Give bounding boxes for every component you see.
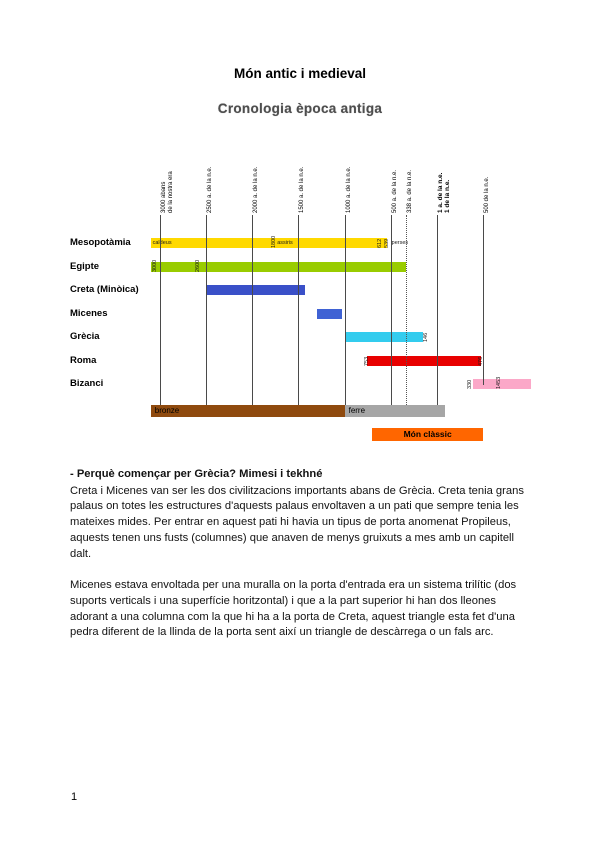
bar-annotation: 330 xyxy=(467,379,474,389)
axis-tick-label: 2500 a. de la n.e. xyxy=(207,166,214,213)
timeline-bar xyxy=(367,355,481,366)
axis-tick-label: 1500 a. de la n.e. xyxy=(299,166,306,213)
axis-tick-label: 3000 abans de la nostra era xyxy=(161,171,174,213)
timeline-row-label: Egipte xyxy=(70,260,100,272)
bar-annotation: 3000 xyxy=(151,259,158,272)
timeline-row-label: Creta (Minòica) xyxy=(70,284,139,295)
bar-annotation: 1800 xyxy=(270,235,277,248)
paragraph: Creta i Micenes van ser les dos civilitz… xyxy=(70,484,524,560)
axis-gridline xyxy=(436,215,438,405)
bar-annotation: perses xyxy=(391,240,409,246)
timeline-row-label: Roma xyxy=(70,354,97,366)
era-bar: ferre xyxy=(344,405,446,417)
timeline-bar xyxy=(344,332,424,342)
bar-annotation: 1453 xyxy=(495,376,502,389)
timeline-row-label: Grècia xyxy=(70,331,100,342)
axis-tick-label: 500 de la n.e. xyxy=(484,176,491,213)
axis-tick-label: 500 a. de la n.e. xyxy=(391,169,398,213)
axis-tick-label: 1 a. de la n.e. 1 de la n.e. xyxy=(436,172,451,213)
bar-annotation: 2600 xyxy=(195,259,202,272)
timeline-bar xyxy=(316,308,343,319)
timeline-bar xyxy=(150,238,388,248)
period-bar: Món clàssic xyxy=(372,428,484,441)
body-text: - Perquè començar per Grècia? Mimesi i t… xyxy=(70,467,528,657)
timeline-row-label: Mesopotàmia xyxy=(70,237,131,248)
page-title: Món antic i medieval xyxy=(233,66,367,81)
era-bar-label: ferre xyxy=(348,406,366,415)
timeline-bar xyxy=(150,261,407,272)
page-number: 1 xyxy=(71,791,78,803)
axis-tick-label: 338 a. de la n.e. xyxy=(406,169,413,213)
bar-annotation: 612 xyxy=(376,238,383,248)
timeline-chart: Mesopotàmia caldeus 1800 assiris 612 539 perse… xyxy=(0,130,600,462)
chart-title: Cronologia època antiga xyxy=(217,101,383,116)
axis-gridline xyxy=(344,215,346,405)
period-bar-label: Món clàssic xyxy=(403,429,452,439)
axis-gridline xyxy=(390,215,392,405)
timeline-bar xyxy=(473,379,531,389)
section-heading: - Perquè començar per Grècia? Mimesi i t… xyxy=(70,468,323,480)
bar-annotation: 753 xyxy=(363,356,370,366)
bar-annotation: assiris xyxy=(277,240,293,246)
axis-gridline xyxy=(206,215,208,405)
paragraph: Micenes estava envoltada per una muralla… xyxy=(70,579,517,639)
axis-gridline xyxy=(160,215,161,405)
axis-tick-label: 2000 a. de la n.e. xyxy=(253,166,260,213)
timeline-row-label: Micenes xyxy=(70,307,108,319)
axis-gridline xyxy=(483,215,485,385)
bar-annotation: 539 xyxy=(384,238,391,248)
axis-gridline xyxy=(405,215,407,405)
bar-annotation: caldeus xyxy=(152,240,172,246)
bar-annotation: 146 xyxy=(423,332,430,342)
timeline-bar xyxy=(206,285,306,295)
era-bar: bronze xyxy=(150,405,345,417)
era-bar-label: bronze xyxy=(154,406,180,415)
axis-tick-label: 1000 a. de la n.e. xyxy=(345,166,352,213)
timeline-row-label: Bizanci xyxy=(70,378,104,389)
axis-gridline xyxy=(298,215,300,405)
axis-gridline xyxy=(252,215,254,405)
